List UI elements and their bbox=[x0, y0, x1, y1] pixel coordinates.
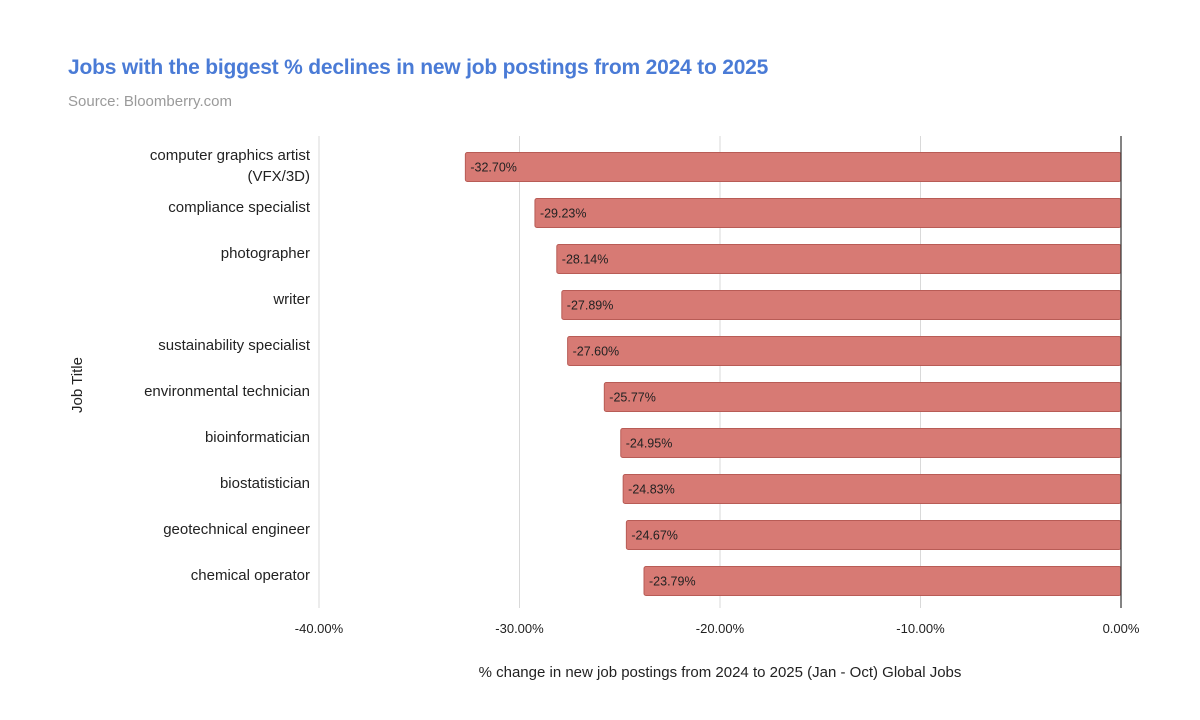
category-label: geotechnical engineer bbox=[163, 521, 310, 538]
category-labels: computer graphics artist (VFX/3D) complian… bbox=[144, 147, 311, 584]
x-tick-label: -20.00% bbox=[696, 621, 745, 636]
category-label: compliance specialist bbox=[168, 199, 311, 216]
bar bbox=[620, 428, 1122, 458]
x-tick-label: -30.00% bbox=[495, 621, 544, 636]
category-label: photographer bbox=[221, 245, 310, 262]
category-label: bioinformatician bbox=[205, 429, 310, 446]
bar bbox=[643, 566, 1122, 596]
data-label: -23.79% bbox=[649, 575, 696, 589]
bar bbox=[567, 336, 1122, 366]
data-label: -25.77% bbox=[609, 391, 656, 405]
x-axis-title: % change in new job postings from 2024 t… bbox=[479, 664, 962, 681]
bar bbox=[464, 152, 1122, 182]
category-label: sustainability specialist bbox=[158, 337, 311, 354]
data-label: -24.67% bbox=[631, 529, 678, 543]
data-label: -28.14% bbox=[562, 253, 609, 267]
x-tick-label: -40.00% bbox=[295, 621, 344, 636]
bar bbox=[556, 244, 1122, 274]
value-labels: -32.70% -29.23% -28.14% -27.89% -27.60% -25.7… bbox=[470, 161, 695, 589]
category-label: environmental technician bbox=[144, 383, 310, 400]
x-tick-labels: -40.00% -30.00% -20.00% -10.00% 0.00% bbox=[295, 621, 1140, 636]
data-label: -27.60% bbox=[573, 345, 620, 359]
category-label: computer graphics artist bbox=[150, 147, 311, 164]
bar bbox=[603, 382, 1122, 412]
bar bbox=[534, 198, 1122, 228]
chart-title: Jobs with the biggest % declines in new … bbox=[68, 56, 769, 79]
category-label: biostatistician bbox=[220, 475, 310, 492]
category-label: chemical operator bbox=[191, 567, 310, 584]
chart-subtitle: Source: Bloomberry.com bbox=[68, 93, 232, 110]
category-label: writer bbox=[272, 291, 310, 308]
data-label: -24.83% bbox=[628, 483, 675, 497]
bar bbox=[622, 474, 1122, 504]
x-tick-label: -10.00% bbox=[896, 621, 945, 636]
y-axis-title: Job Title bbox=[69, 357, 86, 413]
bar bbox=[625, 520, 1122, 550]
category-label: (VFX/3D) bbox=[247, 168, 310, 185]
data-label: -27.89% bbox=[567, 299, 614, 313]
data-label: -29.23% bbox=[540, 207, 587, 221]
x-tick-label: 0.00% bbox=[1103, 621, 1140, 636]
data-label: -32.70% bbox=[470, 161, 517, 175]
bar bbox=[561, 290, 1122, 320]
data-label: -24.95% bbox=[626, 437, 673, 451]
